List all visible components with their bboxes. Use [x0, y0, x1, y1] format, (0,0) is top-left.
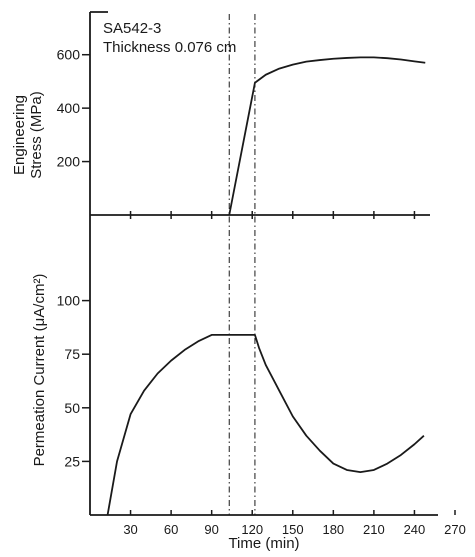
xtick-label-60: 60	[164, 522, 178, 537]
bottom-y-ticks: 25 50 75 100	[57, 293, 90, 469]
bottom-ylabel: Permeation Current (μA/cm²)	[31, 274, 48, 467]
permeation-curve	[106, 334, 425, 516]
top-y-ticks: 200 400 600	[57, 47, 90, 170]
top-ytick-label-600: 600	[57, 47, 81, 63]
stress-curve	[228, 56, 426, 216]
x-ticks: 30 60 90 120 150 180 210 240 270	[123, 211, 466, 537]
bottom-ytick-label-25: 25	[64, 453, 80, 469]
xtick-label-210: 210	[363, 522, 385, 537]
annotation-specimen: SA542-3	[103, 20, 161, 37]
top-ylabel-line1: Engineering	[11, 95, 28, 175]
xtick-label-150: 150	[282, 522, 304, 537]
series-curves	[106, 56, 426, 516]
top-ytick-label-200: 200	[57, 154, 81, 170]
event-markers	[228, 14, 256, 515]
top-ylabel-line2: Stress (MPa)	[28, 91, 45, 179]
xtick-label-30: 30	[123, 522, 137, 537]
annotation-thickness: Thickness 0.076 cm	[103, 39, 236, 56]
xtick-label-270: 270	[444, 522, 466, 537]
xtick-label-240: 240	[404, 522, 426, 537]
xtick-label-90: 90	[204, 522, 218, 537]
bottom-ytick-label-75: 75	[64, 346, 80, 362]
bottom-ytick-label-50: 50	[64, 400, 80, 416]
xtick-label-120: 120	[241, 522, 263, 537]
xtick-label-180: 180	[322, 522, 344, 537]
top-ytick-label-400: 400	[57, 100, 81, 116]
bottom-ytick-label-100: 100	[57, 293, 81, 309]
x-axis-label: Time (min)	[228, 535, 299, 552]
